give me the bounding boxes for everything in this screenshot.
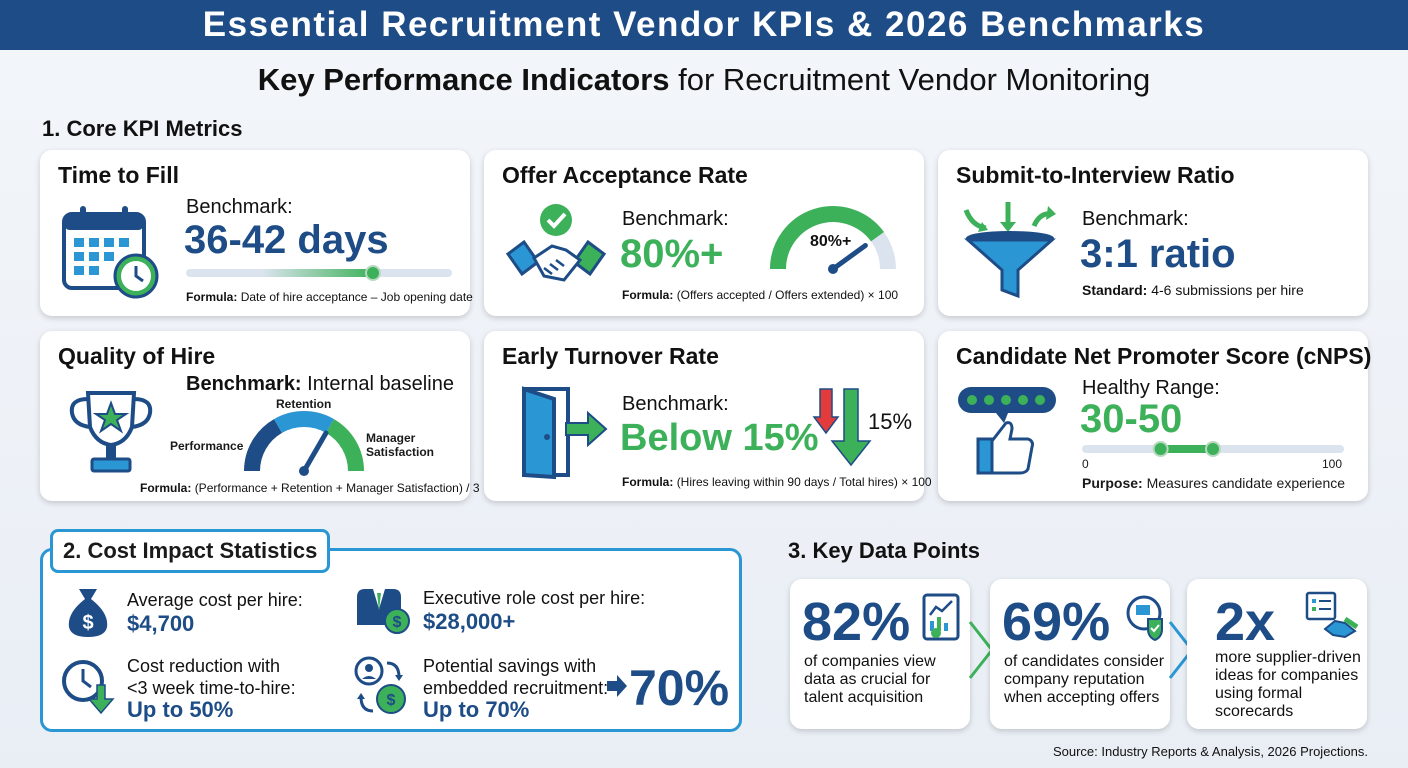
benchmark-value: Below 15% xyxy=(620,417,819,459)
formula: Formula: Date of hire acceptance – Job o… xyxy=(186,290,473,304)
savings-cycle-icon: $ xyxy=(354,656,406,714)
money-bag-icon: $ xyxy=(68,589,108,637)
data-point-text: more supplier-driven ideas for companies… xyxy=(1215,649,1361,720)
benchmark-label: Benchmark: xyxy=(186,196,293,218)
card-time-to-fill: Time to Fill Benchmark: 36-42 days Formu… xyxy=(40,150,473,316)
data-point-card-1: 82% of companies view data as crucial fo… xyxy=(790,579,970,729)
card-title: Time to Fill xyxy=(58,162,179,188)
benchmark-label: Benchmark: xyxy=(622,208,729,230)
svg-text:$: $ xyxy=(387,692,396,709)
benchmark-line: Benchmark: Internal baseline xyxy=(186,373,454,395)
card-cnps: Candidate Net Promoter Score (cNPS) Heal… xyxy=(938,331,1372,501)
gauge-label-retention: Retention xyxy=(276,397,332,411)
report-chart-icon xyxy=(922,593,960,641)
range-label: Healthy Range: xyxy=(1082,377,1220,399)
quality-gauge xyxy=(244,411,364,476)
avg-cost-label: Average cost per hire: xyxy=(127,590,303,610)
section-data-title: 3. Key Data Points xyxy=(788,538,980,563)
funnel-icon xyxy=(963,202,1056,299)
page-subtitle: Key Performance Indicators for Recruitme… xyxy=(0,62,1408,98)
formula: Formula: (Hires leaving within 90 days /… xyxy=(622,475,932,489)
progress-track xyxy=(186,265,452,281)
data-point-card-2: 69% of candidates consider company reput… xyxy=(990,579,1170,729)
avg-cost-value: $4,700 xyxy=(127,611,195,636)
scorecard-handshake-icon xyxy=(1305,591,1359,639)
formula: Formula: (Offers accepted / Offers exten… xyxy=(622,288,899,302)
reduction-value: Up to 50% xyxy=(127,697,234,722)
benchmark-value: 3:1 ratio xyxy=(1080,232,1236,276)
card-quality-of-hire: Quality of Hire Benchmark: Internal base… xyxy=(40,331,480,501)
arrow-label: 15% xyxy=(868,409,913,434)
scale-max: 100 xyxy=(1322,457,1343,471)
page-title: Essential Recruitment Vendor KPIs & 2026… xyxy=(202,5,1206,44)
executive-cost-icon: $ xyxy=(357,589,410,634)
benchmark-label: Benchmark: xyxy=(1082,208,1189,230)
clock-down-icon xyxy=(62,660,115,715)
standard-text: Standard: 4-6 submissions per hire xyxy=(1082,282,1304,298)
page-banner: Essential Recruitment Vendor KPIs & 2026… xyxy=(0,0,1408,50)
data-point-card-3: 2x more supplier-driven ideas for compan… xyxy=(1187,579,1367,729)
gauge-label-performance: Performance xyxy=(170,439,244,453)
card-title: Quality of Hire xyxy=(58,343,216,369)
trophy-icon xyxy=(69,391,153,473)
subtitle-rest: for Recruitment Vendor Monitoring xyxy=(669,62,1151,97)
card-submit-interview: Submit-to-Interview Ratio Benchmark: 3:1… xyxy=(938,150,1368,316)
data-point-value: 2x xyxy=(1215,592,1276,652)
svg-text:$: $ xyxy=(393,614,402,631)
exit-door-icon xyxy=(522,386,608,480)
thumbs-up-stars-icon xyxy=(958,387,1056,475)
benchmark-value: 80%+ xyxy=(620,232,724,276)
reduction-label: Cost reduction with <3 week time-to-hire: xyxy=(127,656,296,698)
subtitle-bold: Key Performance Indicators xyxy=(257,62,670,97)
card-title: Candidate Net Promoter Score (cNPS) xyxy=(956,343,1372,369)
savings-label: Potential savings with embedded recruitme… xyxy=(423,656,609,698)
exec-cost-label: Executive role cost per hire: xyxy=(423,588,646,608)
data-point-text: of candidates consider company reputatio… xyxy=(1004,653,1165,706)
down-arrows-icon xyxy=(812,388,872,467)
card-offer-acceptance: Offer Acceptance Rate Benchmark: 80%+ 80… xyxy=(484,150,924,316)
range-value: 30-50 xyxy=(1080,397,1183,441)
handshake-check-icon xyxy=(505,204,607,282)
savings-value: Up to 70% xyxy=(423,697,530,722)
card-title: Early Turnover Rate xyxy=(502,343,719,369)
savings-big-value: 70% xyxy=(629,660,730,716)
formula: Formula: (Performance + Retention + Mana… xyxy=(140,481,480,495)
gauge-label-manager: Manager Satisfaction xyxy=(366,431,435,459)
section-core-title: 1. Core KPI Metrics xyxy=(42,116,243,141)
acceptance-gauge xyxy=(770,206,896,274)
savings-arrow-icon xyxy=(607,675,627,697)
purpose-text: Purpose: Measures candidate experience xyxy=(1082,475,1346,491)
calendar-clock-icon xyxy=(62,206,159,299)
data-point-text: of companies view data as crucial for ta… xyxy=(804,653,936,706)
section-cost-title: 2. Cost Impact Statistics xyxy=(50,529,331,573)
svg-text:$: $ xyxy=(82,612,93,634)
gauge-label: 80%+ xyxy=(810,233,852,250)
scale-min: 0 xyxy=(1082,457,1089,471)
cnps-range-bar xyxy=(1082,441,1344,457)
data-point-value: 69% xyxy=(1002,592,1111,652)
cost-impact-panel: $ Average cost per hire: $4,700 $ Execut… xyxy=(40,548,742,732)
card-title: Submit-to-Interview Ratio xyxy=(956,162,1235,188)
data-point-value: 82% xyxy=(802,592,911,652)
benchmark-label: Benchmark: xyxy=(622,393,729,415)
exec-cost-value: $28,000+ xyxy=(423,609,516,634)
reputation-shield-icon xyxy=(1126,595,1163,642)
card-early-turnover: Early Turnover Rate Benchmark: Below 15%… xyxy=(484,331,932,501)
source-note: Source: Industry Reports & Analysis, 202… xyxy=(1052,744,1368,759)
card-title: Offer Acceptance Rate xyxy=(502,162,748,188)
benchmark-value: 36-42 days xyxy=(184,218,389,262)
